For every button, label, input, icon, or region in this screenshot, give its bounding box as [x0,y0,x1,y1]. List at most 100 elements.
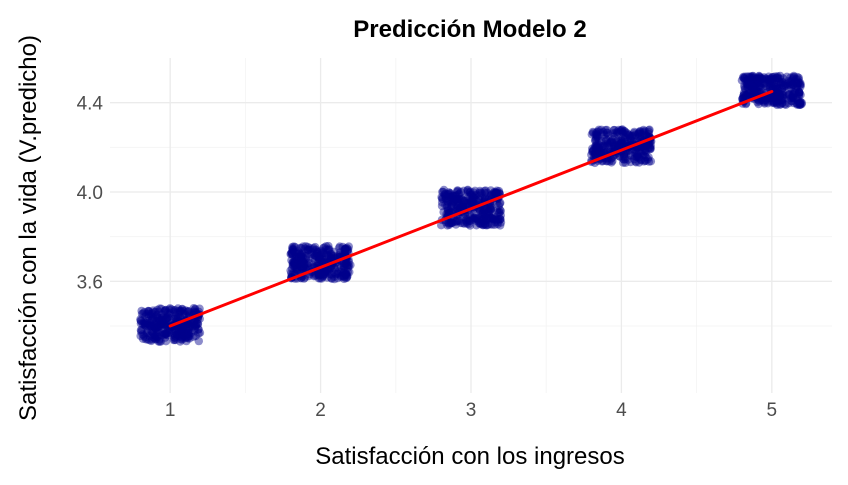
data-point [319,271,328,281]
data-point [141,321,150,330]
data-point [789,98,798,108]
data-point [746,79,755,89]
data-point [321,267,330,276]
data-point [139,309,148,318]
data-point [288,249,297,259]
data-point [794,92,803,101]
data-point [444,192,454,201]
data-point [441,194,450,203]
data-point [452,217,461,226]
data-point [437,221,446,230]
data-point [754,72,764,81]
data-point [301,264,310,273]
data-point [478,215,487,224]
data-point [490,220,499,229]
data-point [767,74,777,83]
data-point [459,202,468,212]
data-point [759,80,768,89]
data-point [326,253,336,262]
data-point [292,254,301,263]
data-point [189,304,198,313]
data-point [755,73,764,83]
data-point [136,326,146,335]
data-point [755,97,764,106]
data-point [618,134,627,143]
data-point [495,205,505,215]
data-point [138,319,147,329]
data-point [760,78,769,88]
data-point [155,335,164,344]
data-point [794,96,803,106]
data-point [594,127,603,136]
data-point [590,149,599,159]
data-point [748,74,758,83]
data-point [794,77,804,87]
data-point [634,129,643,138]
data-point [591,150,600,159]
data-point [493,189,502,198]
data-point [148,313,158,322]
data-point [176,337,185,346]
data-point [333,251,343,260]
data-point [596,128,606,138]
data-point [475,206,485,215]
data-point [155,337,164,346]
data-point [310,242,320,252]
data-point [438,194,447,203]
data-point [180,321,189,330]
data-point [743,77,752,86]
data-point [607,136,616,146]
data-point [149,321,158,330]
data-point [484,207,493,216]
data-point [796,97,805,106]
data-point [327,249,336,259]
data-point [751,74,761,83]
data-point [445,190,455,199]
data-point [750,80,760,89]
data-point [592,129,602,139]
data-point [174,326,183,335]
data-point [775,91,784,101]
data-point [596,149,606,158]
data-point [183,334,192,343]
data-point [178,322,187,331]
data-point [593,146,603,155]
data-point [623,134,633,144]
data-point [311,270,320,279]
data-point [763,99,773,108]
data-point [344,257,354,267]
data-point [178,331,187,340]
data-point [631,157,640,166]
data-point [456,194,466,203]
data-point [768,72,777,82]
data-point [143,319,152,328]
data-point [491,188,501,198]
data-point [797,100,806,109]
data-point [768,93,777,102]
data-point [308,245,318,254]
data-point [333,269,343,278]
data-point [625,130,634,140]
data-point [320,269,329,279]
data-point [295,259,304,268]
data-point [345,267,354,277]
data-point [339,261,348,271]
data-point [755,72,764,82]
data-point [194,336,203,346]
data-point [451,194,461,203]
data-point [142,329,151,338]
data-point [617,125,626,135]
data-point [609,139,618,148]
data-point [344,245,353,254]
data-point [758,78,768,88]
data-point [495,214,505,223]
data-point [311,245,320,254]
data-point [322,266,331,275]
data-point [441,194,451,203]
data-point [175,306,185,315]
data-point [644,153,653,162]
data-point [788,92,798,101]
data-point [153,322,162,332]
data-point [465,188,474,197]
data-point [162,320,171,330]
